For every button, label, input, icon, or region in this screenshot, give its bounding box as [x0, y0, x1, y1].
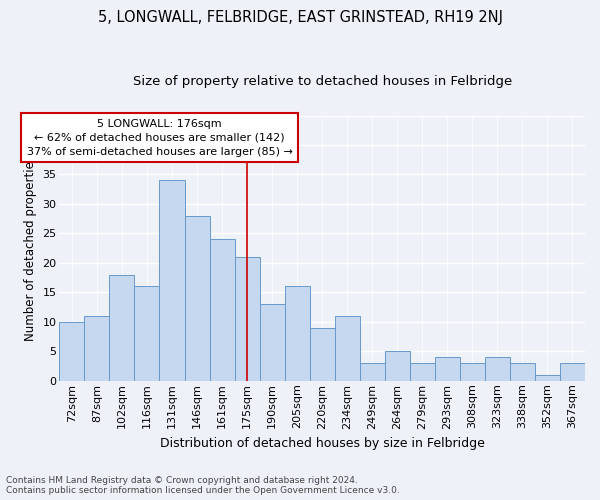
Bar — [510, 363, 535, 381]
Bar — [59, 322, 85, 381]
Bar — [160, 180, 185, 381]
Bar — [335, 316, 360, 381]
Bar — [109, 274, 134, 381]
Bar — [485, 357, 510, 381]
Y-axis label: Number of detached properties: Number of detached properties — [24, 155, 37, 341]
Bar — [385, 352, 410, 381]
Bar — [560, 363, 585, 381]
Bar — [360, 363, 385, 381]
Text: 5 LONGWALL: 176sqm
← 62% of detached houses are smaller (142)
37% of semi-detach: 5 LONGWALL: 176sqm ← 62% of detached hou… — [26, 118, 292, 156]
Title: Size of property relative to detached houses in Felbridge: Size of property relative to detached ho… — [133, 75, 512, 88]
Bar — [460, 363, 485, 381]
Text: Contains HM Land Registry data © Crown copyright and database right 2024.
Contai: Contains HM Land Registry data © Crown c… — [6, 476, 400, 495]
Bar — [310, 328, 335, 381]
Bar — [284, 286, 310, 381]
Bar — [185, 216, 209, 381]
Bar — [260, 304, 284, 381]
Bar — [410, 363, 435, 381]
Bar — [209, 240, 235, 381]
X-axis label: Distribution of detached houses by size in Felbridge: Distribution of detached houses by size … — [160, 437, 485, 450]
Bar — [85, 316, 109, 381]
Bar — [435, 357, 460, 381]
Bar — [134, 286, 160, 381]
Bar — [535, 375, 560, 381]
Text: 5, LONGWALL, FELBRIDGE, EAST GRINSTEAD, RH19 2NJ: 5, LONGWALL, FELBRIDGE, EAST GRINSTEAD, … — [97, 10, 503, 25]
Bar — [235, 257, 260, 381]
